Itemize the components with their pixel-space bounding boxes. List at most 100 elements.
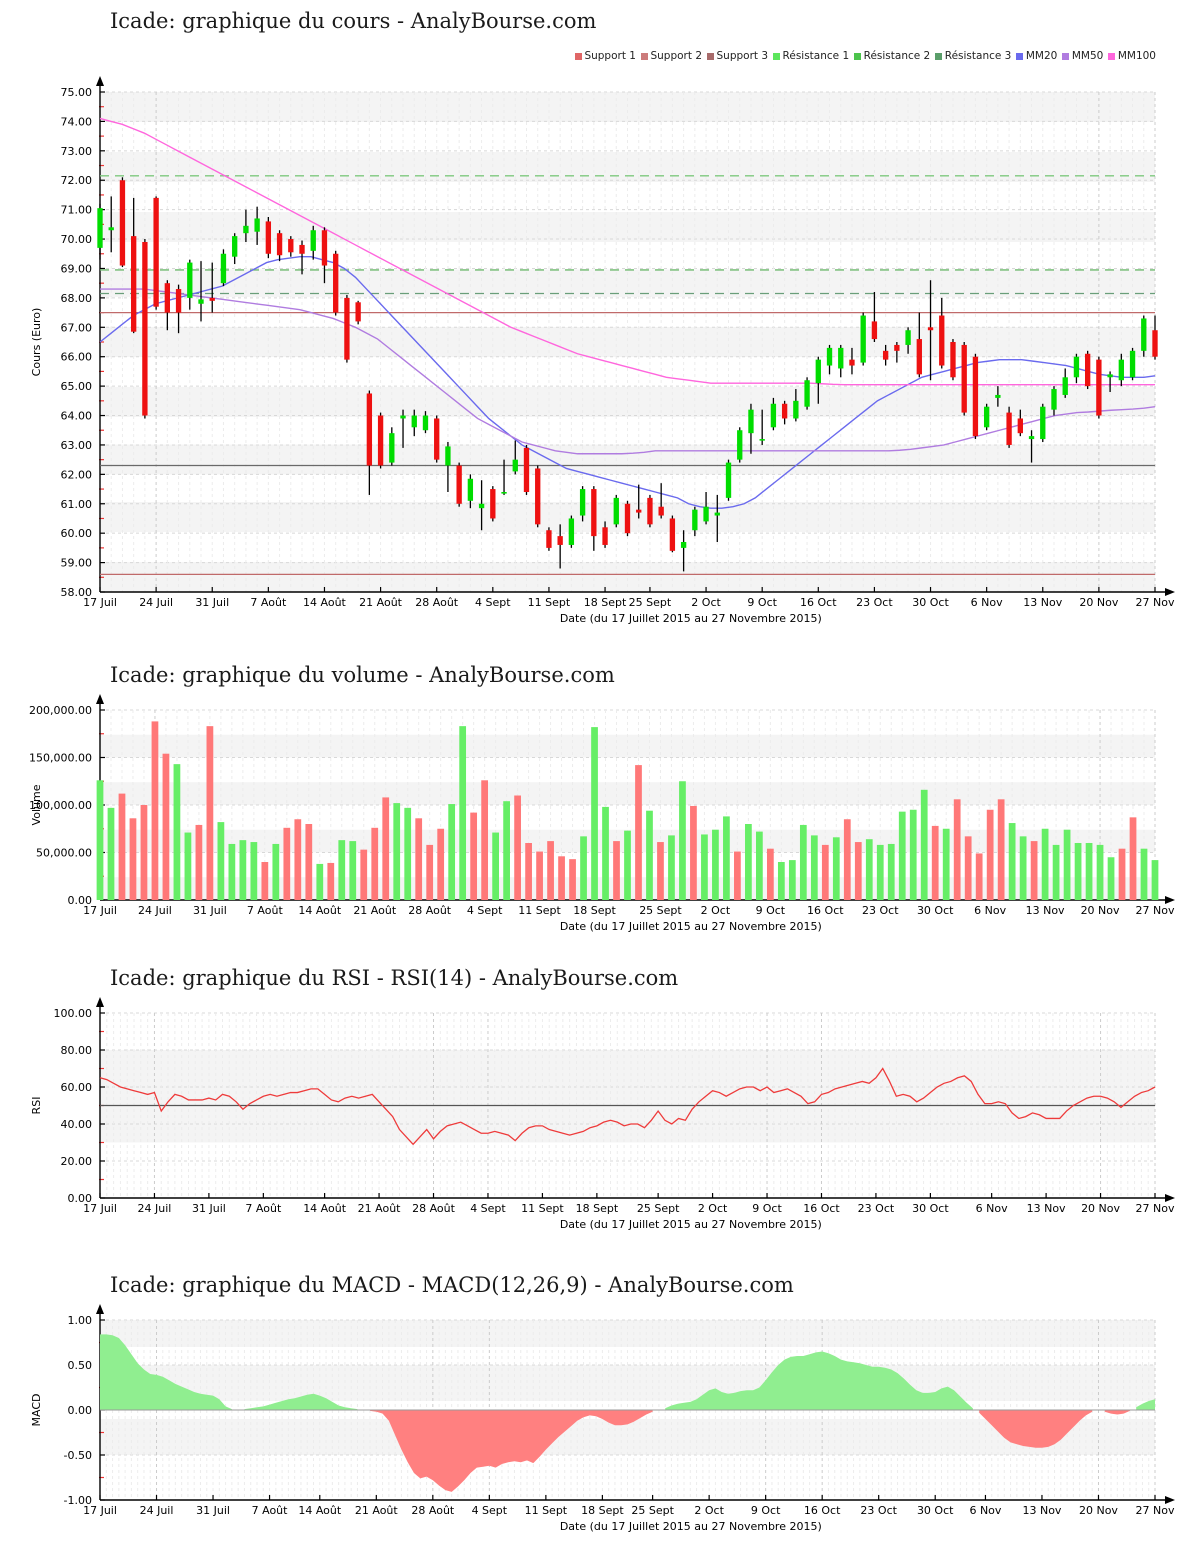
- volume-bar[interactable]: [1085, 843, 1093, 900]
- volume-bar[interactable]: [261, 862, 269, 900]
- candlestick[interactable]: [299, 240, 305, 275]
- volume-bar[interactable]: [701, 834, 708, 900]
- volume-bar[interactable]: [272, 843, 280, 900]
- volume-bar[interactable]: [283, 827, 291, 900]
- volume-bar[interactable]: [448, 804, 456, 900]
- legend-item-2[interactable]: Support 3: [707, 50, 768, 62]
- candlestick[interactable]: [725, 459, 732, 501]
- candlestick[interactable]: [310, 225, 316, 260]
- volume-bar[interactable]: [514, 795, 521, 901]
- volume-bar[interactable]: [821, 844, 829, 900]
- volume-bar[interactable]: [997, 799, 1005, 900]
- candlestick[interactable]: [737, 427, 743, 463]
- candlestick[interactable]: [838, 344, 844, 378]
- candlestick[interactable]: [624, 500, 631, 537]
- volume-bar[interactable]: [788, 860, 796, 900]
- candlestick[interactable]: [905, 327, 911, 354]
- volume-bar[interactable]: [712, 829, 719, 900]
- volume-bar[interactable]: [986, 809, 994, 900]
- candlestick[interactable]: [557, 524, 563, 569]
- candlestick[interactable]: [939, 297, 945, 369]
- candlestick[interactable]: [1084, 350, 1091, 390]
- candlestick[interactable]: [871, 292, 878, 342]
- volume-bar[interactable]: [646, 810, 653, 900]
- volume-bar[interactable]: [294, 819, 302, 900]
- volume-bar[interactable]: [107, 807, 115, 900]
- volume-bar[interactable]: [876, 844, 884, 900]
- candlestick[interactable]: [333, 250, 339, 316]
- candlestick[interactable]: [276, 230, 283, 262]
- volume-bar[interactable]: [437, 828, 445, 900]
- candlestick[interactable]: [680, 530, 687, 572]
- volume-bar[interactable]: [964, 836, 972, 900]
- volume-bar[interactable]: [206, 726, 214, 900]
- volume-bar[interactable]: [1096, 844, 1104, 900]
- candlestick[interactable]: [490, 486, 496, 522]
- candlestick[interactable]: [770, 397, 777, 431]
- legend-item-6[interactable]: MM20: [1016, 50, 1057, 62]
- volume-bar[interactable]: [909, 809, 917, 900]
- volume-bar[interactable]: [1129, 817, 1137, 900]
- candlestick[interactable]: [860, 312, 866, 366]
- macd-chart-svg[interactable]: -1.00 -0.50 0.00 0.50 1.00 17 Juil 24 Juil 31 J…: [0, 1298, 1200, 1548]
- volume-bar[interactable]: [415, 818, 423, 900]
- volume-bar[interactable]: [338, 840, 346, 900]
- candlestick[interactable]: [546, 527, 552, 551]
- volume-bar[interactable]: [536, 851, 543, 900]
- candlestick[interactable]: [849, 347, 855, 375]
- candlestick[interactable]: [793, 389, 799, 422]
- candlestick[interactable]: [961, 342, 967, 416]
- candlestick[interactable]: [927, 280, 934, 381]
- volume-bar[interactable]: [799, 824, 807, 900]
- candlestick[interactable]: [389, 427, 395, 466]
- volume-bar[interactable]: [832, 837, 840, 900]
- candlestick[interactable]: [355, 300, 361, 325]
- volume-bar[interactable]: [887, 843, 895, 900]
- candlestick[interactable]: [1096, 356, 1102, 419]
- candlestick[interactable]: [523, 444, 530, 495]
- candlestick[interactable]: [579, 486, 586, 522]
- volume-bar[interactable]: [316, 863, 324, 900]
- volume-bar[interactable]: [865, 839, 873, 900]
- candlestick[interactable]: [714, 494, 720, 542]
- candlestick[interactable]: [826, 344, 833, 375]
- legend-item-4[interactable]: Résistance 2: [854, 50, 930, 62]
- candlestick[interactable]: [647, 494, 653, 528]
- candlestick[interactable]: [781, 400, 788, 425]
- volume-bar[interactable]: [854, 842, 862, 900]
- volume-bar[interactable]: [1107, 857, 1115, 900]
- candlestick[interactable]: [916, 312, 922, 378]
- volume-bar[interactable]: [1118, 848, 1126, 900]
- volume-bar[interactable]: [1041, 828, 1049, 900]
- candlestick[interactable]: [1152, 315, 1158, 360]
- volume-bar[interactable]: [1074, 843, 1082, 900]
- volume-bar[interactable]: [349, 841, 357, 900]
- candlestick[interactable]: [703, 492, 709, 525]
- candlestick[interactable]: [568, 515, 575, 548]
- candlestick[interactable]: [535, 465, 541, 528]
- volume-bar[interactable]: [613, 841, 620, 900]
- volume-bar[interactable]: [305, 824, 313, 900]
- volume-bar[interactable]: [382, 797, 390, 900]
- candlestick[interactable]: [232, 233, 238, 265]
- volume-bar[interactable]: [690, 805, 697, 900]
- volume-bar[interactable]: [360, 849, 368, 900]
- volume-bar[interactable]: [184, 832, 192, 900]
- volume-bar[interactable]: [745, 824, 752, 900]
- candlestick[interactable]: [669, 515, 676, 553]
- volume-bar[interactable]: [1151, 860, 1159, 900]
- volume-bar[interactable]: [195, 824, 203, 900]
- candlestick[interactable]: [658, 483, 664, 519]
- volume-bar[interactable]: [657, 842, 664, 900]
- candlestick[interactable]: [321, 227, 328, 284]
- volume-bar[interactable]: [503, 801, 510, 900]
- candlestick[interactable]: [187, 259, 193, 310]
- volume-bar[interactable]: [602, 806, 609, 900]
- candlestick[interactable]: [142, 239, 148, 419]
- volume-bar[interactable]: [1030, 841, 1038, 900]
- candlestick[interactable]: [288, 236, 294, 257]
- candlestick[interactable]: [478, 480, 485, 531]
- volume-bar[interactable]: [569, 859, 576, 900]
- volume-bar[interactable]: [679, 781, 686, 900]
- candlestick[interactable]: [175, 284, 182, 334]
